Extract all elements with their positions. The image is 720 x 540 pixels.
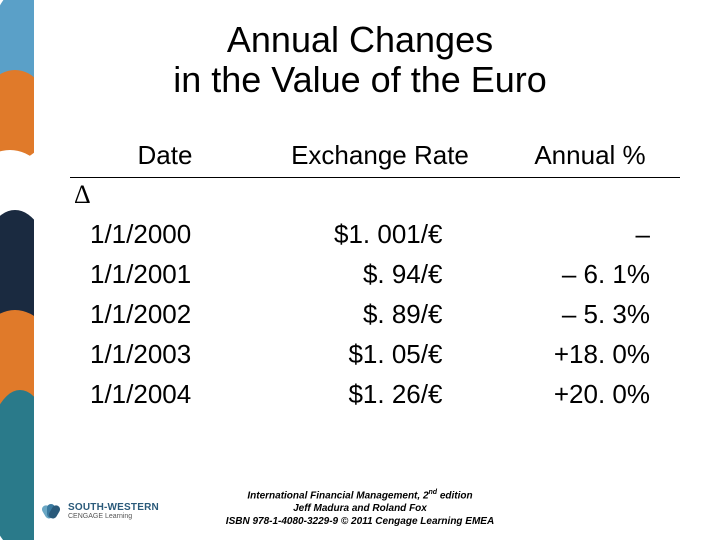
cell-date: 1/1/2000: [70, 219, 246, 250]
table-row: 1/1/2000$1. 001/€–: [70, 214, 680, 254]
footer-line-3: ISBN 978-1-4080-3229-9 © 2011 Cengage Le…: [0, 516, 720, 529]
cell-pct: +18. 0%: [502, 339, 680, 370]
cell-rate: $. 94/€: [246, 259, 503, 290]
col-date-header: Date: [70, 140, 260, 171]
col-pct-header: Annual %: [500, 140, 680, 171]
cell-date: 1/1/2003: [70, 339, 246, 370]
footer-sup: nd: [429, 489, 438, 496]
slide: Annual Changes in the Value of the Euro …: [0, 0, 720, 540]
header-rule: [70, 177, 680, 178]
cell-pct: – 6. 1%: [502, 259, 680, 290]
cell-pct: – 5. 3%: [502, 299, 680, 330]
cell-pct: –: [502, 219, 680, 250]
col-rate-header: Exchange Rate: [260, 140, 500, 171]
footer-line-1: International Financial Management, 2nd …: [0, 489, 720, 503]
footer-citation: International Financial Management, 2nd …: [0, 489, 720, 528]
cell-pct: +20. 0%: [502, 379, 680, 410]
table-row: 1/1/2004$1. 26/€+20. 0%: [70, 374, 680, 414]
table-header: Date Exchange Rate Annual %: [70, 140, 680, 171]
cell-date: 1/1/2001: [70, 259, 246, 290]
cell-rate: $. 89/€: [246, 299, 503, 330]
title-line-1: Annual Changes: [227, 19, 493, 60]
table-row: 1/1/2003$1. 05/€+18. 0%: [70, 334, 680, 374]
table-row: 1/1/2002$. 89/€– 5. 3%: [70, 294, 680, 334]
footer-line-2: Jeff Madura and Roland Fox: [0, 503, 720, 516]
cell-rate: $1. 05/€: [246, 339, 503, 370]
cell-rate: $1. 26/€: [246, 379, 503, 410]
footer-text: edition: [437, 491, 473, 502]
cell-date: 1/1/2002: [70, 299, 246, 330]
slide-title: Annual Changes in the Value of the Euro: [0, 20, 720, 99]
cell-rate: $1. 001/€: [246, 219, 503, 250]
delta-symbol: Δ: [70, 180, 680, 214]
cell-date: 1/1/2004: [70, 379, 246, 410]
title-line-2: in the Value of the Euro: [173, 59, 547, 100]
data-table: Date Exchange Rate Annual % Δ 1/1/2000$1…: [70, 140, 680, 414]
table-row: 1/1/2001$. 94/€– 6. 1%: [70, 254, 680, 294]
table-body: 1/1/2000$1. 001/€–1/1/2001$. 94/€– 6. 1%…: [70, 214, 680, 414]
footer-text: International Financial Management, 2: [247, 491, 428, 502]
